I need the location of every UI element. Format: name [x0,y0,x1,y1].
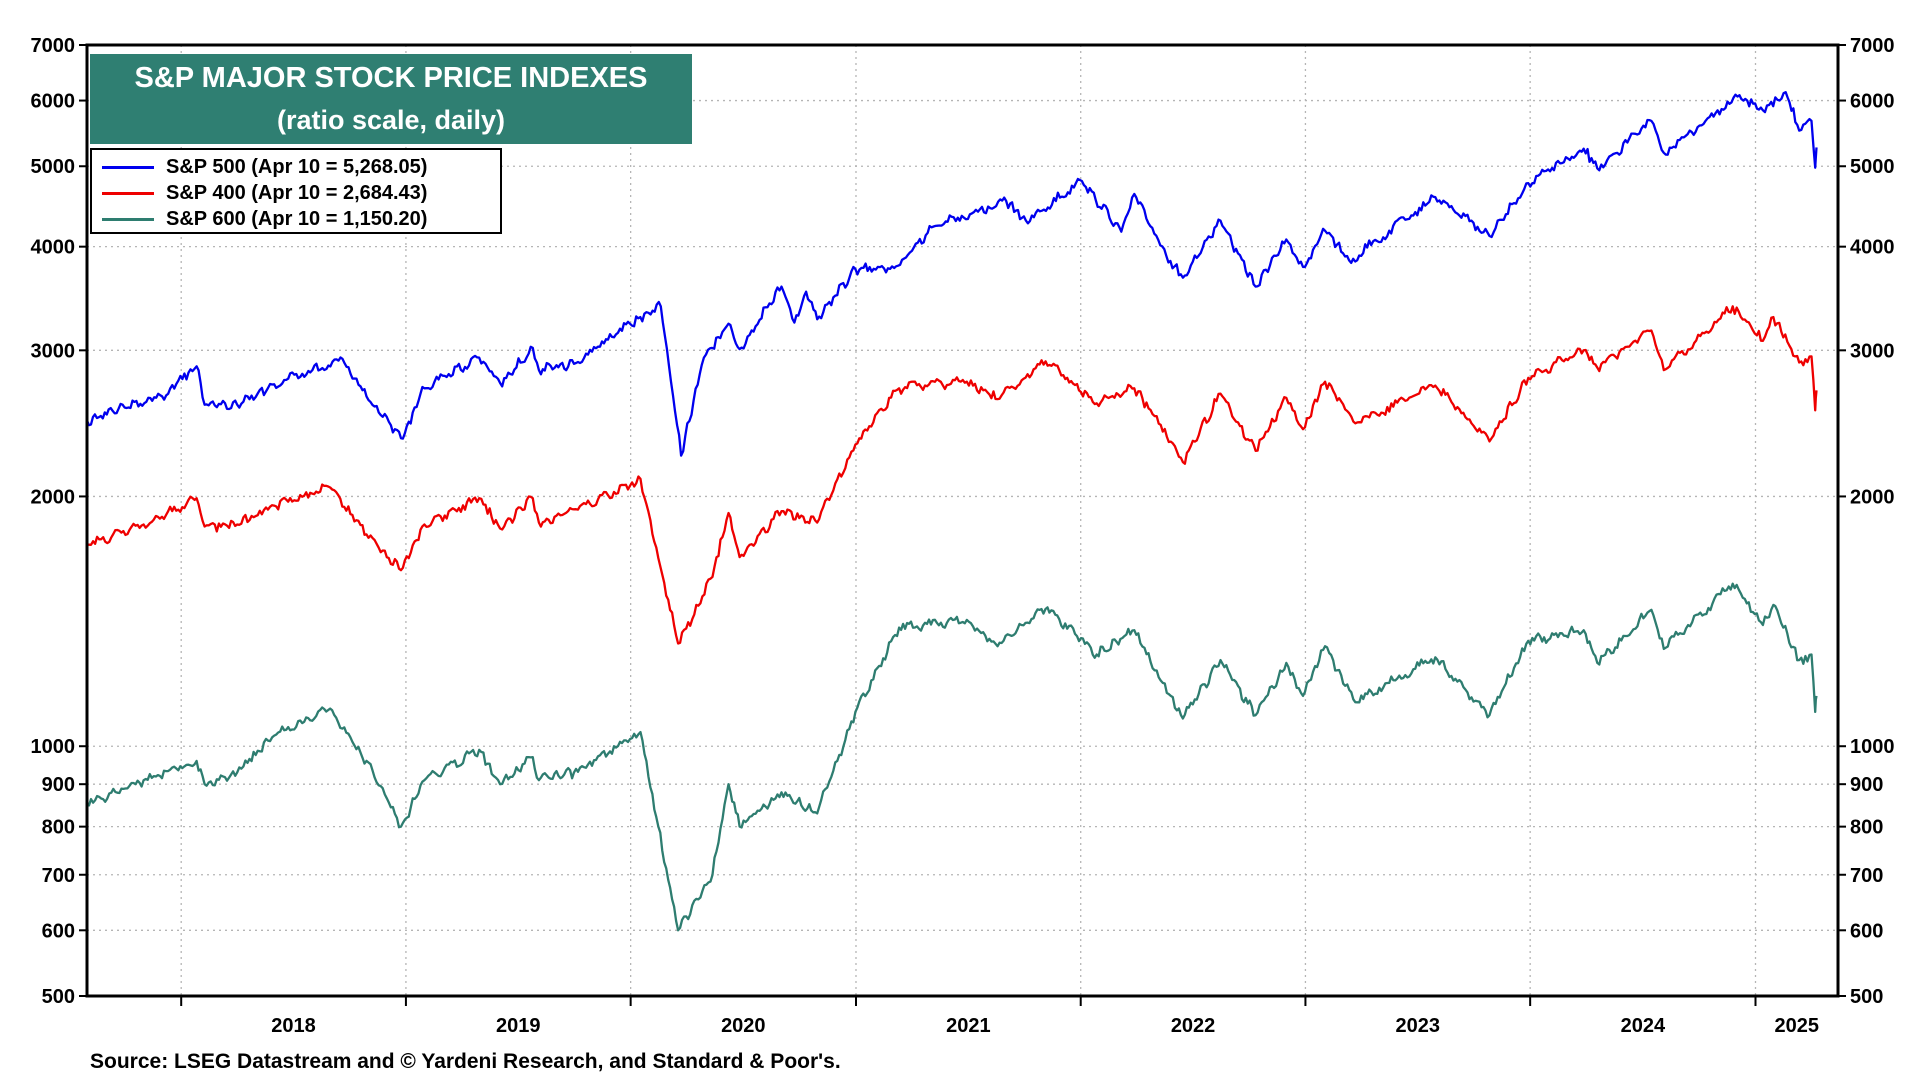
legend-item-sp400: S&P 400 (Apr 10 = 2,684.43) [102,180,490,206]
legend-swatch-sp500 [102,165,154,169]
legend-swatch-sp600 [102,217,154,221]
legend-label-sp600: S&P 600 (Apr 10 = 1,150.20) [166,207,428,230]
legend: S&P 500 (Apr 10 = 5,268.05) S&P 400 (Apr… [90,148,502,234]
series-line-sp500 [85,91,1818,457]
x-tick-label: 2025 [1774,1015,1819,1037]
x-tick-label: 2024 [1621,1015,1666,1037]
x-tick-label: 2018 [271,1015,316,1037]
y-tick-label-right: 900 [1850,774,1883,796]
y-tick-label-left: 900 [42,774,75,796]
chart-subtitle: (ratio scale, daily) [276,105,506,135]
source-note: Source: LSEG Datastream and © Yardeni Re… [90,1050,841,1073]
legend-swatch-sp400 [102,191,154,195]
y-tick-label-left: 600 [42,920,75,942]
x-tick-label: 2023 [1396,1015,1441,1037]
legend-label-sp500: S&P 500 (Apr 10 = 5,268.05) [166,155,428,178]
y-tick-label-right: 4000 [1850,237,1895,259]
y-tick-label-right: 700 [1850,865,1883,887]
y-tick-label-left: 1000 [31,736,76,758]
y-tick-label-right: 3000 [1850,340,1895,362]
y-tick-label-left: 7000 [31,35,76,57]
y-tick-label-left: 800 [42,817,75,839]
y-tick-label-right: 600 [1850,920,1883,942]
y-tick-label-left: 700 [42,865,75,887]
legend-item-sp500: S&P 500 (Apr 10 = 5,268.05) [102,154,490,180]
x-tick-label: 2020 [721,1015,766,1037]
y-tick-label-right: 1000 [1850,736,1895,758]
y-tick-label-left: 5000 [31,156,76,178]
axis-ticks: 7000 7000 6000 6000 5000 5000 4000 4000 3000 3000… [31,35,1895,1037]
y-tick-label-left: 2000 [31,486,76,508]
legend-label-sp400: S&P 400 (Apr 10 = 2,684.43) [166,181,428,204]
series-line-sp400 [86,305,1818,645]
legend-item-sp600: S&P 600 (Apr 10 = 1,150.20) [102,206,490,232]
series-line-sp600 [86,582,1818,932]
plot-frame [85,43,1840,998]
gridlines [87,45,1838,996]
y-tick-label-left: 500 [42,986,75,1008]
y-tick-label-right: 500 [1850,986,1883,1008]
chart-title: S&P MAJOR STOCK PRICE INDEXES [134,62,648,94]
y-tick-label-right: 7000 [1850,35,1895,57]
x-tick-label: 2019 [496,1015,541,1037]
chart-title-box: S&P MAJOR STOCK PRICE INDEXES (ratio sca… [90,54,692,144]
series-lines [85,91,1818,932]
y-tick-label-right: 2000 [1850,486,1895,508]
y-tick-label-right: 5000 [1850,156,1895,178]
y-tick-label-right: 6000 [1850,91,1895,113]
y-tick-label-left: 3000 [31,340,76,362]
y-tick-label-right: 800 [1850,817,1883,839]
y-tick-label-left: 6000 [31,91,76,113]
x-tick-label: 2021 [946,1015,991,1037]
x-tick-label: 2022 [1171,1015,1216,1037]
y-tick-label-left: 4000 [31,237,76,259]
